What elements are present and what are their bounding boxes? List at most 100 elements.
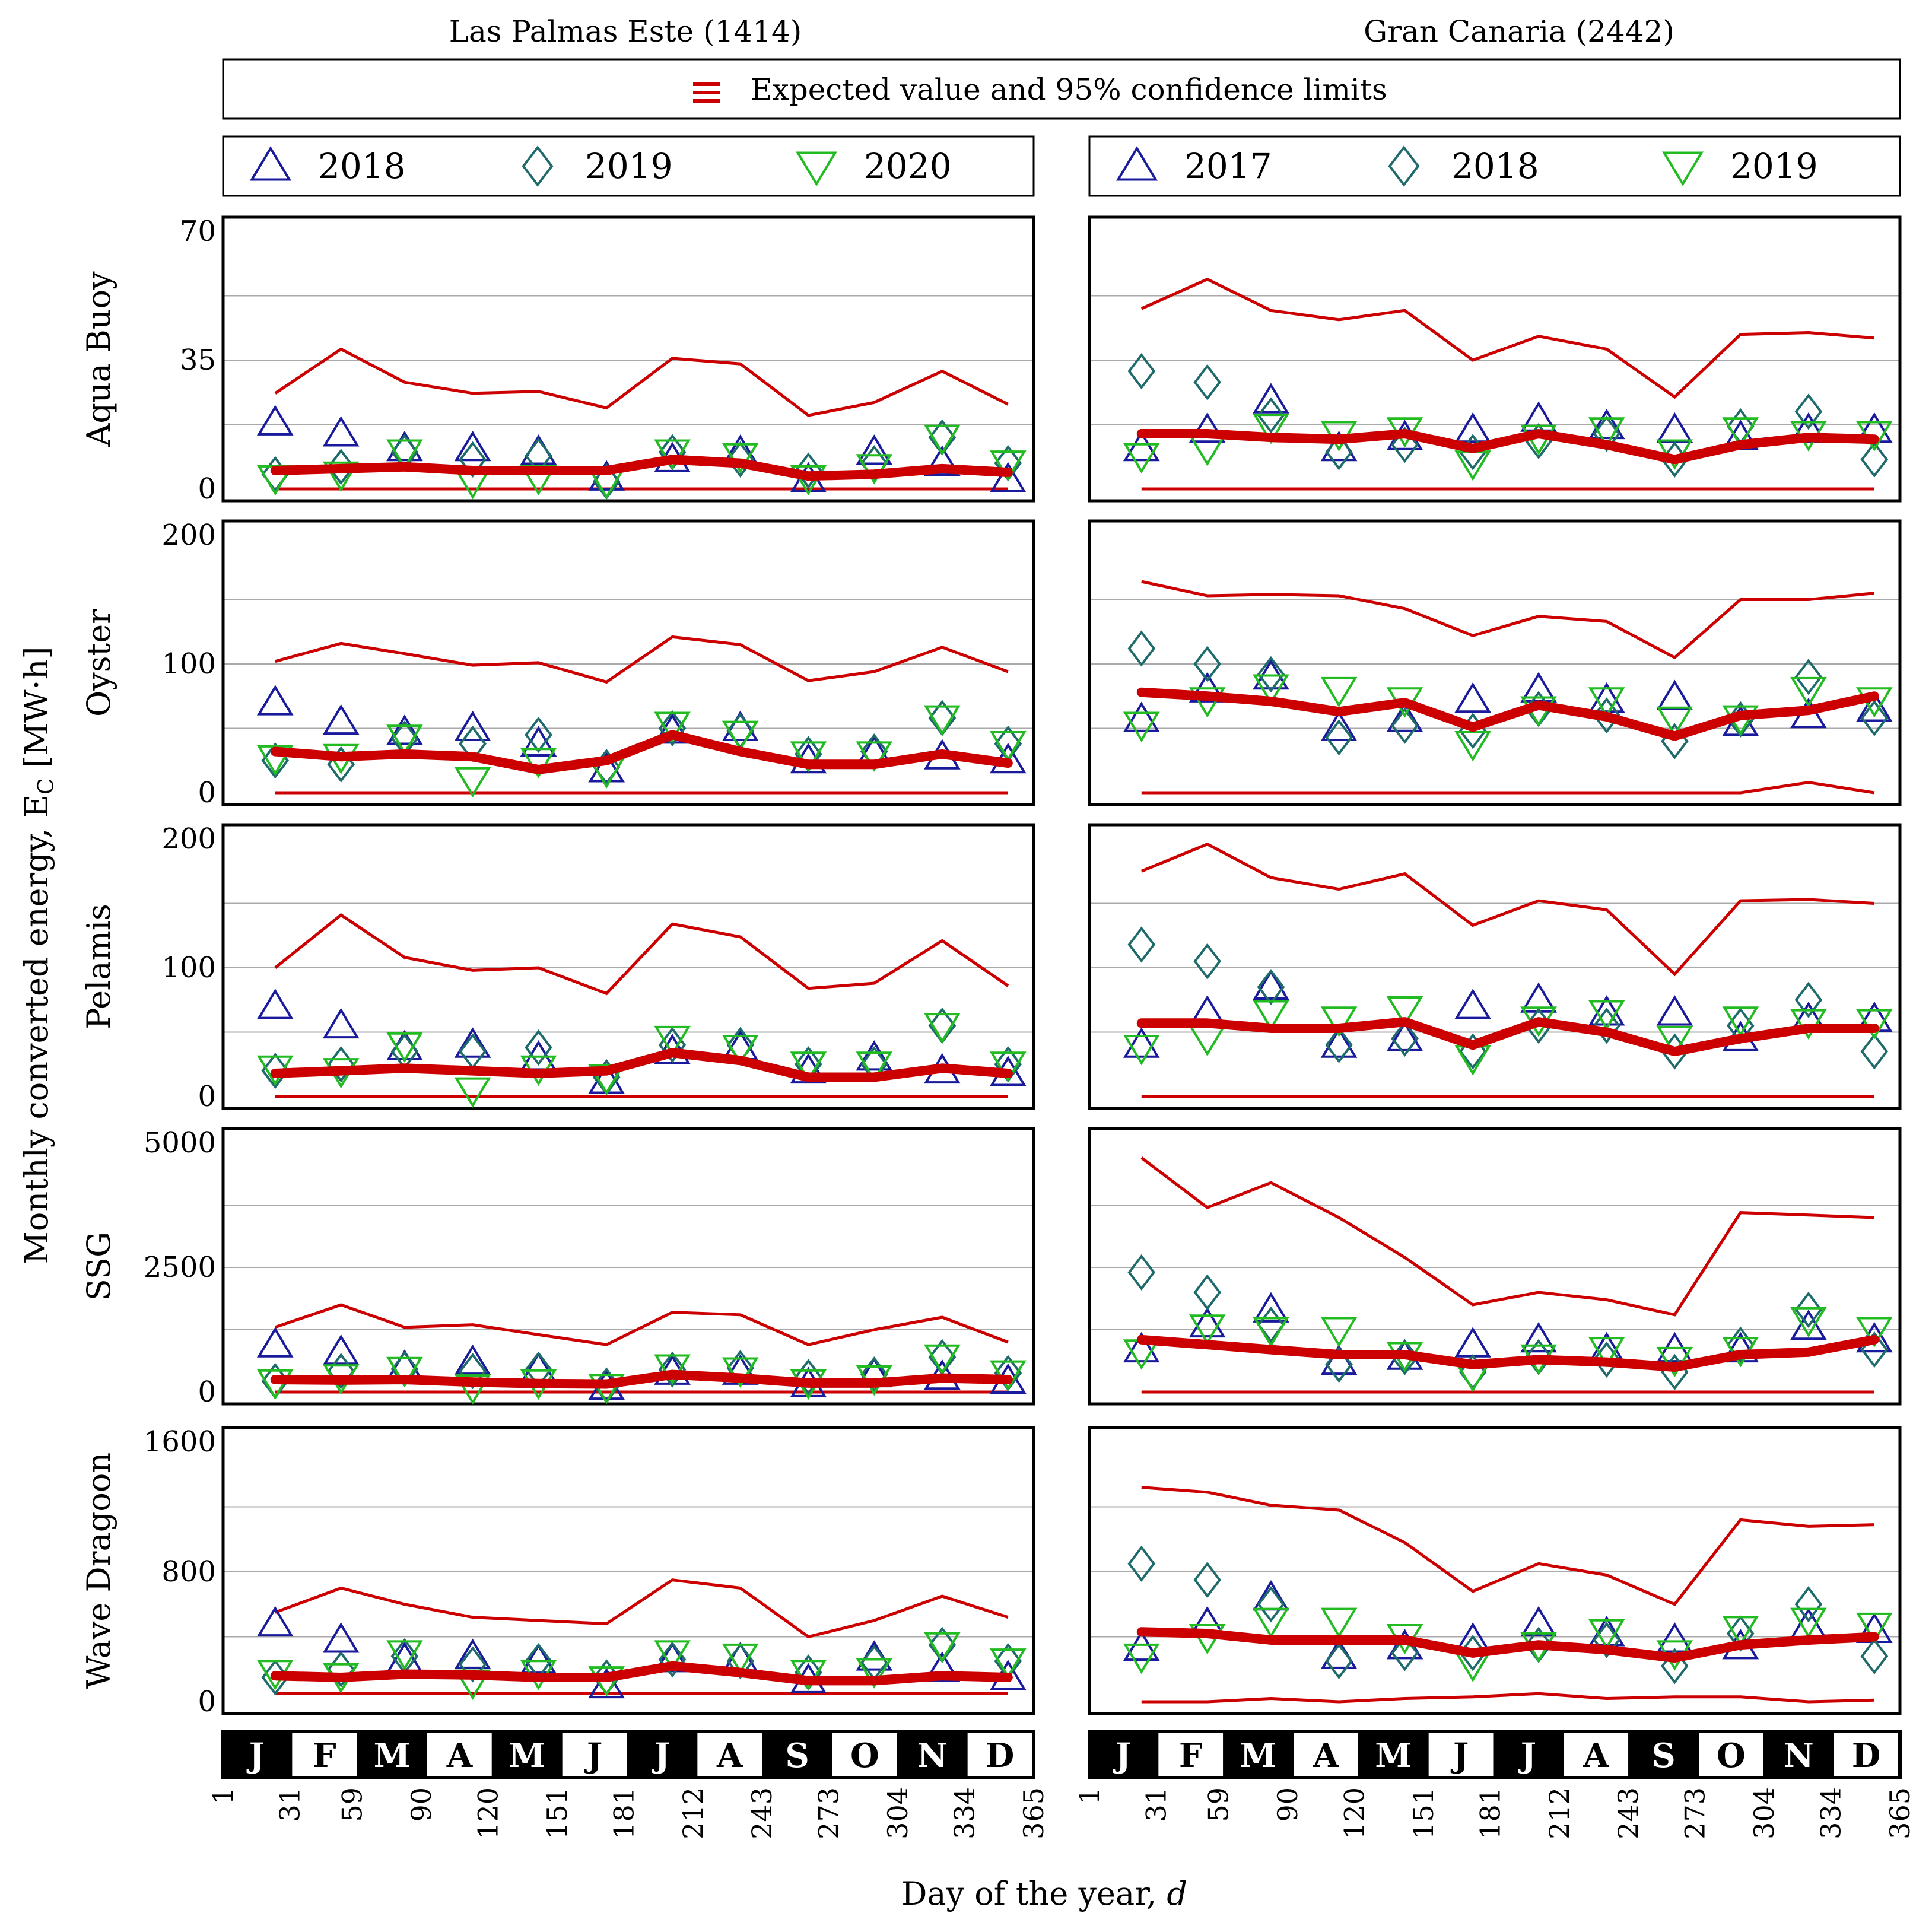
point-2017 (1320, 710, 1358, 741)
panel-frame (221, 1127, 1035, 1406)
y-tick-label: 35 (180, 344, 216, 377)
lower-limit-line (1141, 781, 1875, 795)
point-2018 (454, 430, 491, 462)
month-label: J (1450, 1736, 1469, 1775)
point-2017 (1253, 1292, 1289, 1323)
point-2019 (1253, 414, 1289, 444)
day-tick-label: 243 (1612, 1787, 1644, 1839)
month-label: D (986, 1736, 1015, 1775)
y-tick-label: 0 (198, 776, 216, 809)
month-label: J (652, 1736, 671, 1775)
day-tick-label: 181 (1474, 1787, 1506, 1839)
point-2020 (722, 443, 759, 474)
point-2019 (1588, 1000, 1625, 1031)
point-2017 (1656, 412, 1693, 443)
point-2019 (459, 1033, 487, 1070)
point-2018 (654, 1641, 691, 1673)
legend-marker-1-2 (1661, 151, 1704, 186)
point-2020 (386, 724, 423, 755)
point-2019 (1454, 450, 1491, 481)
point-2019 (726, 441, 755, 478)
y-axis-label-subscript: C (34, 778, 59, 795)
point-2018 (722, 710, 759, 741)
point-2019 (459, 441, 487, 478)
point-2018 (588, 752, 625, 783)
point-2018 (1257, 968, 1285, 1006)
day-tick-label: 212 (677, 1787, 709, 1839)
point-2019 (1454, 731, 1491, 762)
point-2018 (256, 989, 294, 1019)
upper-limit-line (274, 913, 1009, 996)
legend-marker-1-0 (1116, 146, 1158, 181)
point-2018 (322, 1334, 360, 1365)
expected-value-line (270, 730, 1013, 774)
month-label: M (509, 1736, 545, 1775)
point-2019 (1123, 1643, 1160, 1674)
point-2020 (654, 711, 691, 742)
point-2018 (1593, 1341, 1621, 1378)
point-2019 (1656, 1025, 1693, 1057)
point-2018 (1193, 943, 1222, 980)
point-2020 (856, 741, 893, 772)
panel-frame (221, 519, 1035, 806)
point-2018 (256, 1327, 294, 1358)
point-2019 (261, 1052, 290, 1089)
legend-label-0-1: 2019 (585, 146, 673, 186)
point-2017 (1123, 1331, 1160, 1363)
point-2019 (658, 710, 687, 747)
row-label: Wave Dragoon (80, 1453, 117, 1689)
point-2020 (722, 1643, 759, 1674)
upper-limit-line (1140, 277, 1875, 399)
point-2019 (1253, 1317, 1289, 1348)
month-label: N (917, 1736, 948, 1775)
point-2018 (1257, 1306, 1285, 1343)
upper-limit-line (275, 635, 1009, 684)
month-cell (1628, 1730, 1699, 1779)
upper-limit-line (274, 1578, 1009, 1639)
panel-3-0: 0 2500 5000 SSG (80, 1126, 1035, 1409)
legend-label-0-2: 2020 (864, 146, 952, 186)
day-tick-label: 90 (405, 1787, 437, 1822)
month-label: S (785, 1736, 809, 1775)
point-2020 (386, 439, 423, 470)
upper-limit-line (1140, 842, 1874, 977)
panel-frame (1088, 519, 1902, 806)
point-2019 (1722, 417, 1759, 448)
point-2019 (795, 1359, 822, 1396)
point-2018 (256, 405, 294, 436)
panel-1-0: 0 100 200 Oyster (80, 519, 1035, 809)
point-2018 (1127, 1254, 1156, 1291)
point-2019 (1123, 1035, 1160, 1066)
day-tick-label: 151 (541, 1787, 573, 1839)
point-2020 (990, 731, 1027, 762)
point-2019 (525, 716, 552, 753)
point-2019 (1123, 443, 1160, 474)
point-2019 (1722, 1006, 1759, 1037)
point-2018 (856, 434, 893, 465)
point-2020 (386, 1356, 423, 1388)
lower-limit-line (1141, 1692, 1874, 1704)
day-tick-label: 1 (207, 1787, 239, 1804)
point-2018 (1794, 981, 1823, 1018)
expected-value-line (1136, 1627, 1879, 1663)
point-2020 (790, 1051, 827, 1082)
point-2020 (588, 1064, 625, 1095)
expected-value-line (1136, 1017, 1879, 1057)
point-2018 (386, 714, 423, 745)
point-2018 (1593, 697, 1621, 734)
point-2019 (1856, 1317, 1893, 1348)
month-label: S (1651, 1736, 1675, 1775)
point-2018 (1193, 364, 1222, 401)
point-2020 (654, 1025, 691, 1057)
point-2020 (990, 1648, 1027, 1679)
point-2020 (856, 1051, 893, 1082)
y-tick-label: 0 (198, 1080, 216, 1113)
y-tick-label: 100 (161, 951, 216, 984)
month-label: J (584, 1736, 603, 1775)
point-2019 (1123, 711, 1160, 742)
point-2020 (386, 1032, 423, 1063)
y-tick-label: 70 (180, 215, 216, 248)
point-2018 (1127, 1545, 1156, 1582)
day-tick-label: 334 (1815, 1787, 1847, 1839)
point-2020 (386, 1640, 423, 1671)
